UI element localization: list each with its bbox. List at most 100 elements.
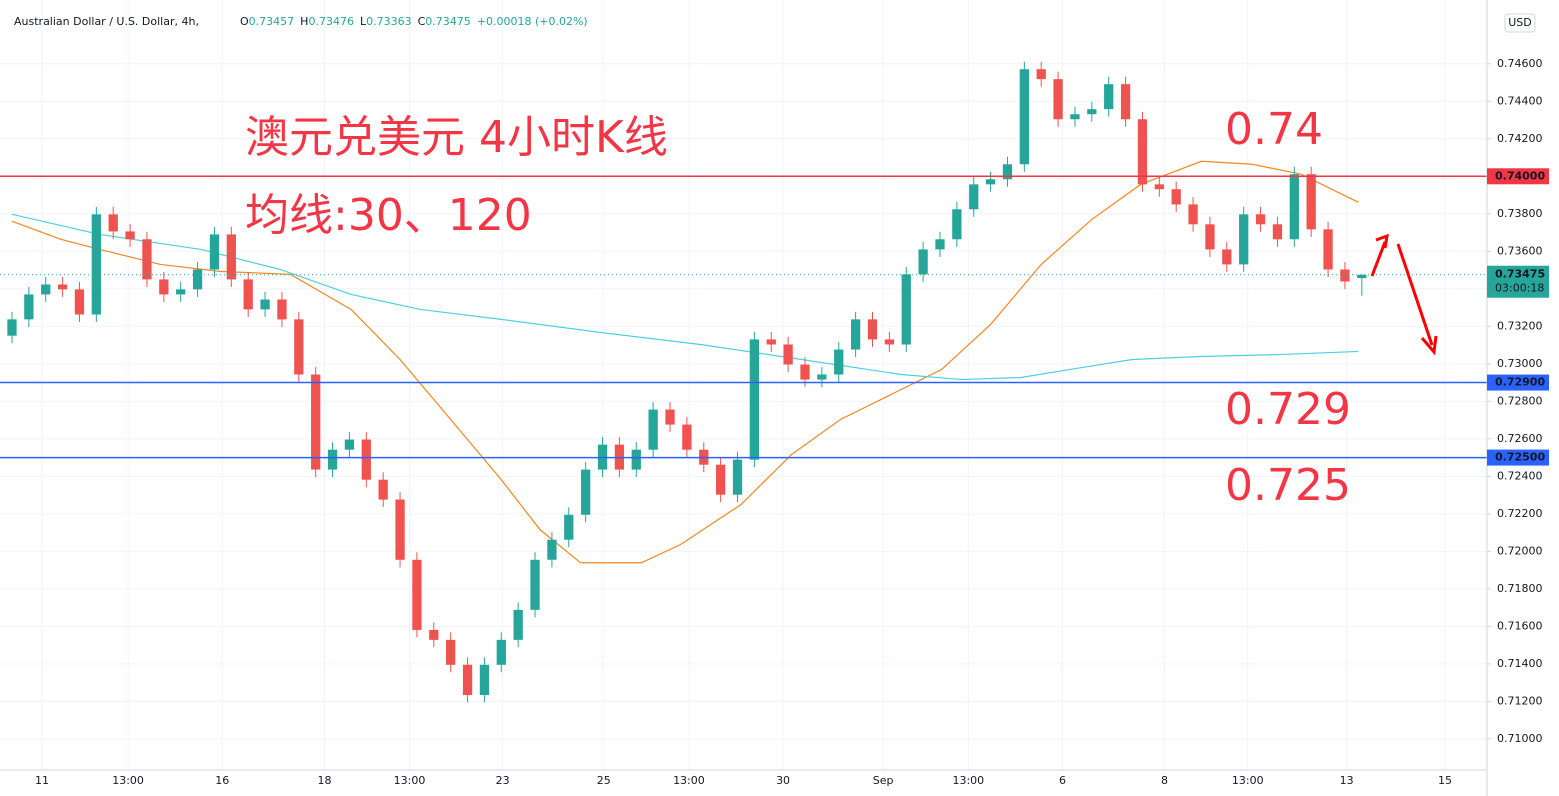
candle-body xyxy=(1205,224,1215,250)
candle-body xyxy=(209,234,220,270)
ohlc-header: O0.73457 H0.73476 L0.73363 C0.73475 +0.00018… xyxy=(240,15,588,28)
marks xyxy=(0,61,1487,703)
candle-body xyxy=(918,249,928,275)
candle-body xyxy=(395,499,405,560)
currency-badge[interactable] xyxy=(1504,13,1536,33)
x-tick-label: 13 xyxy=(1340,774,1354,787)
candle-body xyxy=(935,239,945,250)
candle-body xyxy=(682,424,692,450)
header-value: 0.73457 xyxy=(249,15,295,28)
candle-body xyxy=(41,284,51,295)
candle-body xyxy=(1019,69,1029,165)
candle-body xyxy=(226,234,236,280)
candle-body xyxy=(800,364,810,380)
y-tick-label: 0.74400 xyxy=(1497,94,1543,107)
candle-body xyxy=(57,284,68,290)
candle-body xyxy=(108,214,118,232)
candle-body xyxy=(766,339,776,345)
candle-body xyxy=(952,209,962,240)
x-tick-label: 13:00 xyxy=(112,774,144,787)
candle-body xyxy=(1222,249,1232,265)
candle-body xyxy=(1306,174,1316,230)
candle-body xyxy=(1255,214,1266,225)
candle-body xyxy=(24,294,34,320)
y-tick-label: 0.72600 xyxy=(1497,432,1543,445)
candle-body xyxy=(867,319,878,340)
x-tick-label: 13:00 xyxy=(394,774,426,787)
annotation: 0.725 xyxy=(1225,460,1351,511)
y-tick-label: 0.73800 xyxy=(1497,207,1543,220)
x-tick-label: 18 xyxy=(317,774,331,787)
candle-body xyxy=(513,609,523,640)
candle-body xyxy=(1002,164,1013,180)
candle-body xyxy=(1239,214,1249,265)
candle-body xyxy=(91,214,101,315)
grid xyxy=(0,0,1487,770)
candle-body xyxy=(1120,84,1131,120)
y-tick-label: 0.71400 xyxy=(1497,657,1543,670)
y-tick-label: 0.74200 xyxy=(1497,132,1543,145)
header-value: 0.73476 xyxy=(308,15,354,28)
candle-body xyxy=(446,639,456,665)
header-value: H xyxy=(300,15,308,28)
x-tick-label: 6 xyxy=(1059,774,1066,787)
candle-body xyxy=(327,449,338,470)
annotation: 澳元兑美元 4小时K线 xyxy=(245,112,668,163)
candle-body xyxy=(665,409,675,425)
y-tick-label: 0.71600 xyxy=(1497,619,1543,632)
candle-body xyxy=(125,231,135,240)
candle-body xyxy=(1154,184,1164,190)
arrow-down xyxy=(1396,243,1438,356)
candle-body xyxy=(462,664,473,695)
candle-body xyxy=(159,279,169,295)
level-tag xyxy=(1487,168,1549,185)
candle-body xyxy=(294,319,304,375)
candle-body xyxy=(7,319,17,336)
candle-body xyxy=(715,464,726,495)
candle-body xyxy=(1188,204,1198,225)
x-tick-label: 13:00 xyxy=(952,774,984,787)
candle-body xyxy=(749,339,760,460)
candle-body xyxy=(631,449,641,470)
candle-body xyxy=(344,439,355,450)
header-value: 0.73363 xyxy=(366,15,412,28)
y-tick-label: 0.71800 xyxy=(1497,582,1543,595)
y-tick-label: 0.72000 xyxy=(1497,544,1543,557)
x-tick-label: 8 xyxy=(1161,774,1168,787)
y-tick-label: 0.72200 xyxy=(1497,507,1543,520)
candle-body xyxy=(412,559,422,630)
last-price-label: 0.73475 xyxy=(1495,268,1545,281)
level-label: 0.72500 xyxy=(1495,451,1545,464)
candle-body xyxy=(530,559,540,610)
candle-body xyxy=(1137,119,1148,185)
candle-body xyxy=(1323,229,1333,270)
x-tick-label: 30 xyxy=(776,774,790,787)
candle-body xyxy=(260,299,270,310)
x-tick-label: 15 xyxy=(1438,774,1452,787)
candle-body xyxy=(547,539,557,560)
y-tick-label: 0.73600 xyxy=(1497,244,1543,257)
candle-body xyxy=(361,439,371,480)
level-tag xyxy=(1487,374,1549,391)
header-value: L xyxy=(360,15,367,28)
arrow-up xyxy=(1370,233,1389,277)
last-price-tag xyxy=(1487,265,1549,298)
candle-body xyxy=(142,239,152,280)
candle-body xyxy=(783,344,793,365)
candle-body xyxy=(1171,189,1181,205)
candle-body xyxy=(1070,114,1080,120)
candle-body xyxy=(834,349,844,375)
candle-body xyxy=(496,639,506,665)
candle-body xyxy=(884,339,895,345)
candle-body xyxy=(850,319,861,350)
candle-body xyxy=(176,289,186,295)
candle-body xyxy=(581,469,591,515)
x-tick-label: 13:00 xyxy=(673,774,705,787)
candle-body xyxy=(479,664,490,695)
x-tick-label: 13:00 xyxy=(1232,774,1264,787)
y-tick-label: 0.73200 xyxy=(1497,319,1543,332)
y-tick-label: 0.73000 xyxy=(1497,357,1543,370)
countdown: 03:00:18 xyxy=(1495,282,1544,295)
level-label: 0.72900 xyxy=(1495,376,1545,389)
